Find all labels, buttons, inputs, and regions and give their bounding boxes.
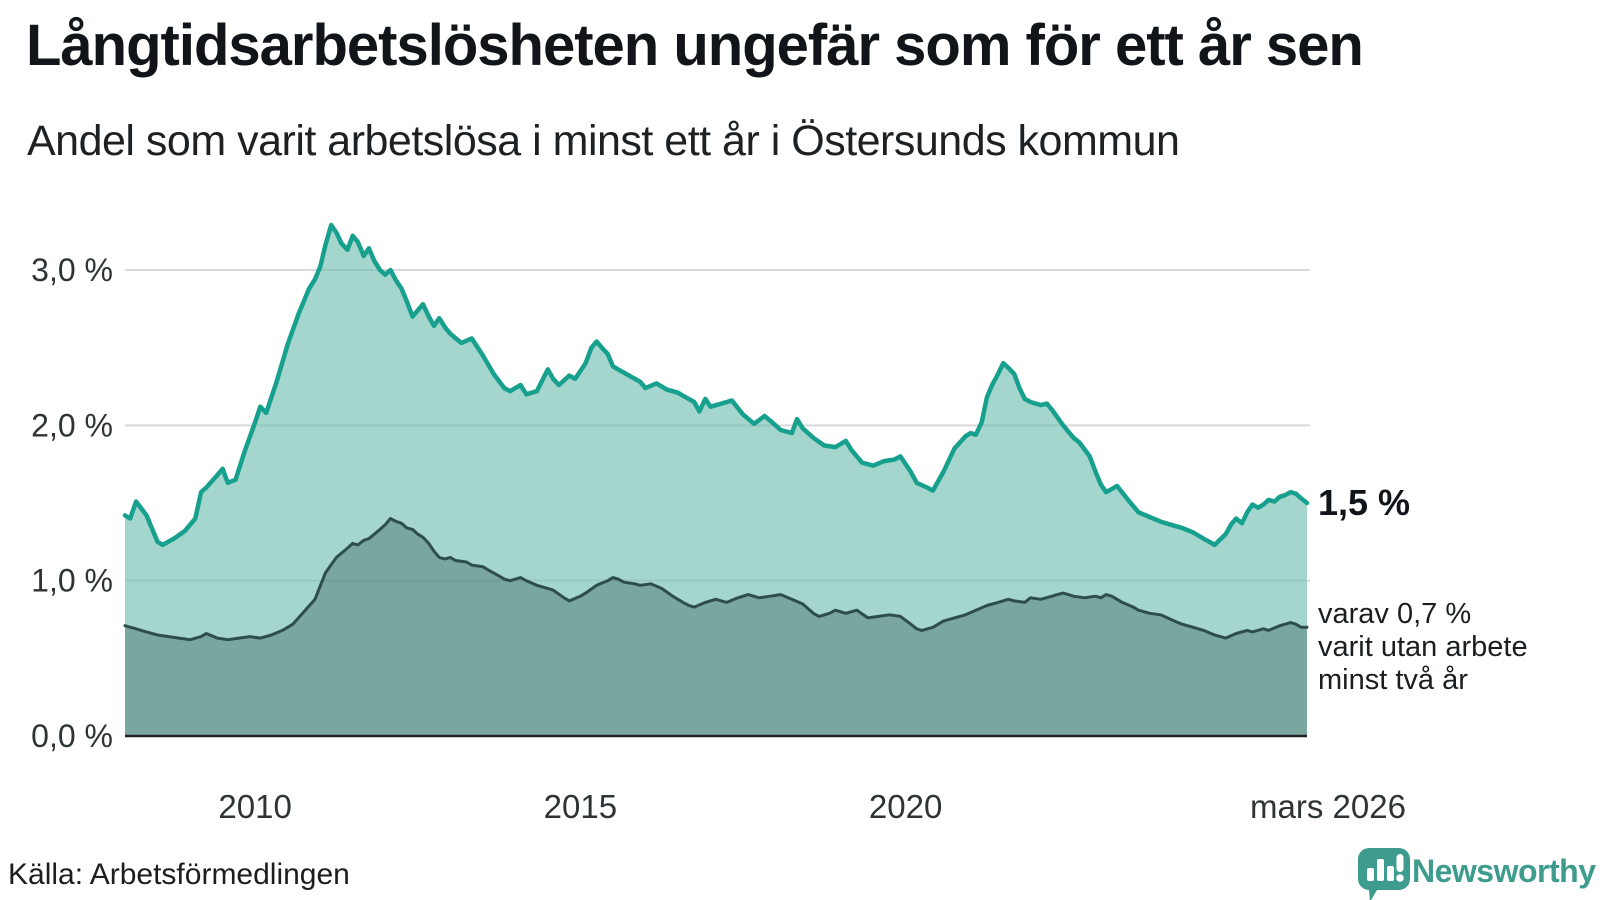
y-axis-tick-label: 3,0 % (31, 252, 113, 288)
x-axis-tick-label: 2015 (544, 788, 617, 825)
y-axis-tick-label: 1,0 % (31, 563, 113, 599)
y-axis-tick-label: 2,0 % (31, 407, 113, 443)
two-year-annotation-line1: varav 0,7 % (1318, 598, 1472, 631)
two-year-annotation-line2: varit utan arbete (1318, 631, 1528, 664)
logo-bar-2 (1377, 859, 1384, 881)
page-title: Långtidsarbetslösheten ungefär som för e… (26, 13, 1364, 78)
two-year-annotation: varav 0,7 % varit utan arbete minst två … (1318, 598, 1528, 697)
two-year-line (123, 517, 1309, 642)
x-axis-tick-label: 2010 (218, 788, 291, 825)
logo-bar-3 (1387, 866, 1394, 881)
brand-name: Newsworthy (1412, 853, 1596, 889)
source-note: Källa: Arbetsförmedlingen (8, 858, 350, 891)
page-subtitle: Andel som varit arbetslösa i minst ett å… (27, 117, 1180, 165)
x-axis-tick-label: mars 2026 (1250, 788, 1406, 825)
logo-exclamation-bar (1396, 854, 1404, 872)
logo-exclamation-dot (1396, 874, 1404, 882)
one-year-area (125, 225, 1307, 736)
two-year-area (125, 518, 1307, 736)
brand-lockup: Newsworthy (1358, 848, 1600, 900)
two-year-annotation-line3: minst två år (1318, 664, 1468, 697)
one-year-line (122, 222, 1310, 548)
logo-bar-1 (1367, 868, 1374, 881)
newsworthy-logo-icon (1358, 848, 1410, 900)
y-axis-tick-label: 0,0 % (31, 718, 113, 754)
x-axis-tick-label: 2020 (869, 788, 942, 825)
latest-value-label: 1,5 % (1318, 482, 1411, 523)
